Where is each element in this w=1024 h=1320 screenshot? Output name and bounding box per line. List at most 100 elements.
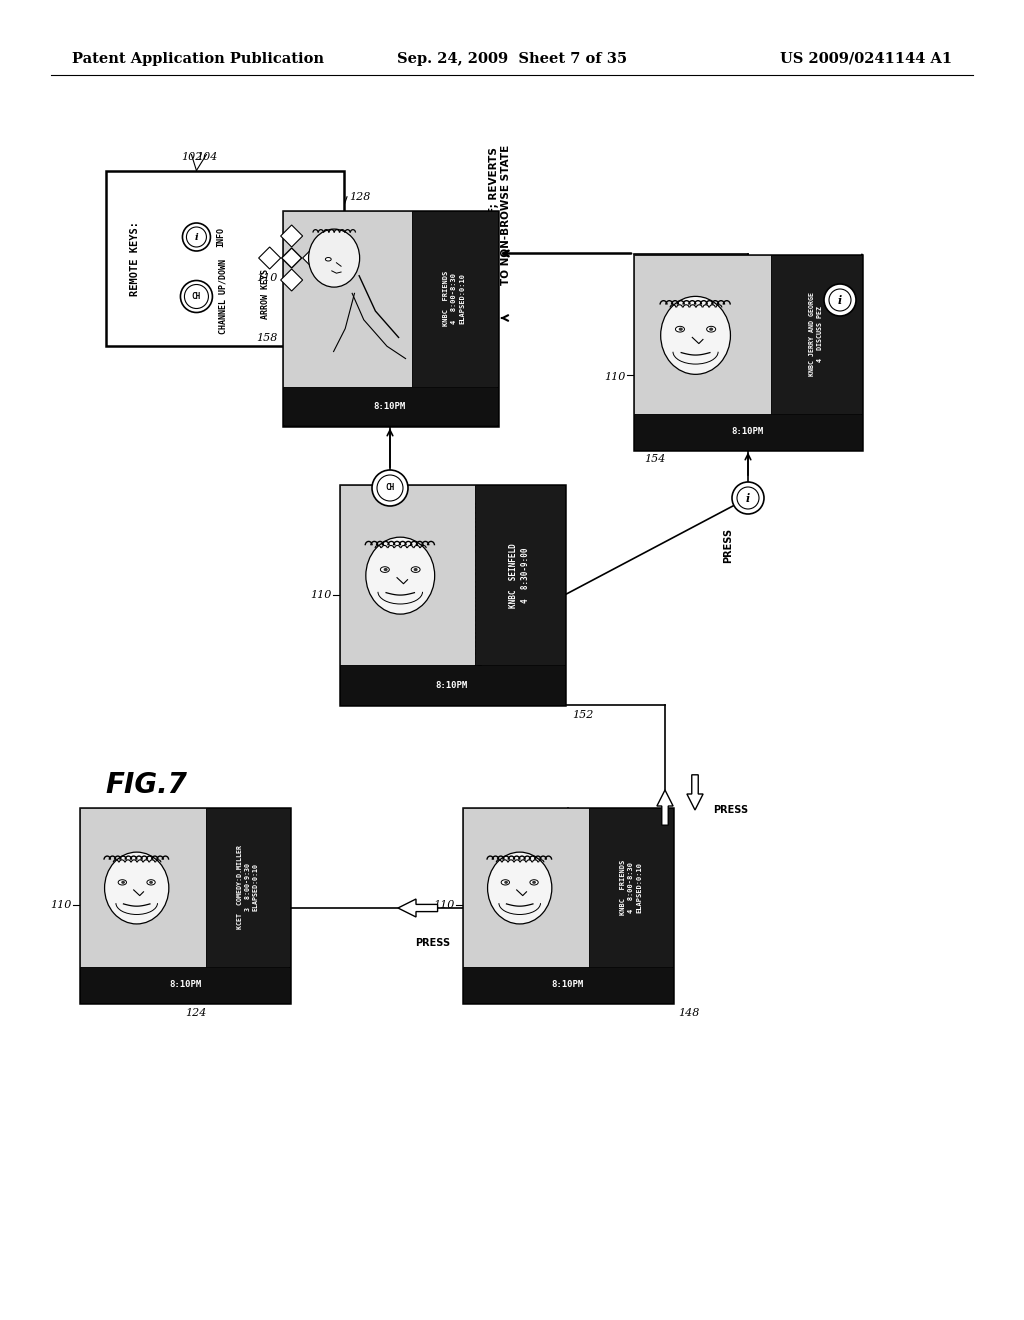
Circle shape [824, 284, 856, 315]
Text: 110: 110 [50, 900, 72, 909]
Text: PRESS: PRESS [416, 939, 451, 948]
Polygon shape [657, 789, 673, 825]
Text: CH: CH [191, 292, 201, 301]
Circle shape [737, 487, 759, 510]
Bar [771, 255, 862, 414]
Polygon shape [259, 247, 281, 269]
Text: Patent Application Publication: Patent Application Publication [72, 51, 324, 66]
Text: US 2009/0241144 A1: US 2009/0241144 A1 [780, 51, 952, 66]
Circle shape [180, 281, 212, 313]
Polygon shape [282, 248, 302, 268]
Ellipse shape [308, 230, 359, 288]
Text: PRESS: PRESS [723, 528, 733, 564]
Text: 110: 110 [433, 900, 455, 909]
Text: KNBC  SEINFELD
4  8:30-9:00: KNBC SEINFELD 4 8:30-9:00 [509, 543, 529, 607]
Text: KNBC  FRIENDS
4  8:00-8:30
ELAPSED:0:10: KNBC FRIENDS 4 8:00-8:30 ELAPSED:0:10 [620, 859, 642, 915]
Bar [474, 484, 564, 665]
Text: i: i [838, 294, 842, 305]
Ellipse shape [504, 880, 508, 884]
Text: 8:10PM: 8:10PM [436, 681, 468, 689]
Ellipse shape [412, 566, 420, 573]
Bar [634, 255, 862, 450]
Circle shape [372, 470, 408, 506]
Text: 110: 110 [604, 372, 626, 381]
Text: ARROW KEYS: ARROW KEYS [261, 269, 269, 319]
Text: 110: 110 [310, 590, 332, 601]
Text: i: i [745, 492, 751, 503]
Ellipse shape [709, 327, 713, 331]
Ellipse shape [118, 879, 127, 884]
Ellipse shape [366, 537, 434, 614]
Ellipse shape [384, 568, 388, 572]
Circle shape [186, 227, 207, 247]
Text: 20 SECONDS WITH NO ACTIVITY: 20 SECONDS WITH NO ACTIVITY [475, 502, 485, 689]
Ellipse shape [529, 879, 539, 884]
Circle shape [377, 475, 403, 502]
Text: INFO: INFO [216, 227, 225, 247]
Ellipse shape [121, 880, 125, 884]
Polygon shape [281, 269, 303, 290]
Bar [463, 808, 589, 968]
Text: 158: 158 [256, 333, 278, 343]
Text: 128: 128 [349, 191, 371, 202]
Text: PRESS: PRESS [830, 327, 840, 363]
Text: REMOTE KEYS:: REMOTE KEYS: [130, 220, 139, 296]
Bar [412, 210, 498, 387]
Text: i: i [195, 232, 199, 242]
Bar [463, 808, 673, 1002]
Text: 8:10PM: 8:10PM [374, 401, 407, 411]
Polygon shape [687, 775, 703, 810]
Bar [80, 808, 290, 1002]
Text: 148: 148 [678, 1007, 699, 1018]
Text: 124: 124 [185, 1007, 207, 1018]
Text: KNBC  FRIENDS
4  8:00-8:30
ELAPSED:0:10: KNBC FRIENDS 4 8:00-8:30 ELAPSED:0:10 [443, 271, 466, 326]
Bar [340, 665, 564, 705]
Ellipse shape [414, 568, 418, 572]
Text: CH: CH [385, 483, 394, 492]
Bar [589, 808, 673, 968]
Text: PRESS: PRESS [378, 517, 413, 528]
Bar [106, 170, 344, 346]
Text: BANNER OFF; REVERTS
TO NON-BROWSE STATE: BANNER OFF; REVERTS TO NON-BROWSE STATE [489, 145, 511, 285]
Ellipse shape [501, 879, 510, 884]
Circle shape [184, 285, 209, 309]
Text: 110: 110 [256, 273, 278, 282]
Circle shape [732, 482, 764, 513]
Text: Sep. 24, 2009  Sheet 7 of 35: Sep. 24, 2009 Sheet 7 of 35 [397, 51, 627, 66]
Text: PRESS: PRESS [713, 805, 749, 814]
Circle shape [182, 223, 211, 251]
Ellipse shape [676, 326, 684, 333]
Text: 154: 154 [644, 454, 666, 465]
Text: 8:10PM: 8:10PM [169, 981, 201, 990]
Ellipse shape [146, 879, 156, 884]
Ellipse shape [326, 257, 331, 261]
Text: 8:10PM: 8:10PM [732, 428, 764, 437]
Ellipse shape [532, 880, 536, 884]
Polygon shape [398, 899, 437, 917]
Bar [80, 968, 290, 1002]
Text: KCET  COMEDY:D.MILLER
3  8:00-9:30
ELAPSED:0:10: KCET COMEDY:D.MILLER 3 8:00-9:30 ELAPSED… [237, 845, 259, 929]
Circle shape [829, 289, 851, 312]
Bar [340, 484, 474, 665]
Text: 152: 152 [572, 710, 594, 719]
Bar [283, 387, 498, 425]
Bar [206, 808, 290, 968]
Text: 102: 102 [181, 153, 202, 162]
Ellipse shape [707, 326, 716, 333]
Bar [463, 968, 673, 1002]
Ellipse shape [104, 853, 169, 924]
Bar [634, 414, 862, 450]
Ellipse shape [487, 853, 552, 924]
Bar [283, 210, 412, 387]
Text: KNBC JERRY AND GEORGE
4  DISCUSS PEZ: KNBC JERRY AND GEORGE 4 DISCUSS PEZ [809, 293, 823, 376]
Polygon shape [281, 224, 303, 247]
Ellipse shape [660, 297, 730, 375]
Ellipse shape [380, 566, 389, 573]
Bar [283, 210, 498, 425]
Ellipse shape [679, 327, 683, 331]
Bar [340, 484, 564, 705]
Text: 8:10PM: 8:10PM [552, 981, 584, 990]
Text: CHANNEL UP/DOWN: CHANNEL UP/DOWN [218, 259, 227, 334]
Bar [634, 255, 771, 414]
Bar [80, 808, 206, 968]
